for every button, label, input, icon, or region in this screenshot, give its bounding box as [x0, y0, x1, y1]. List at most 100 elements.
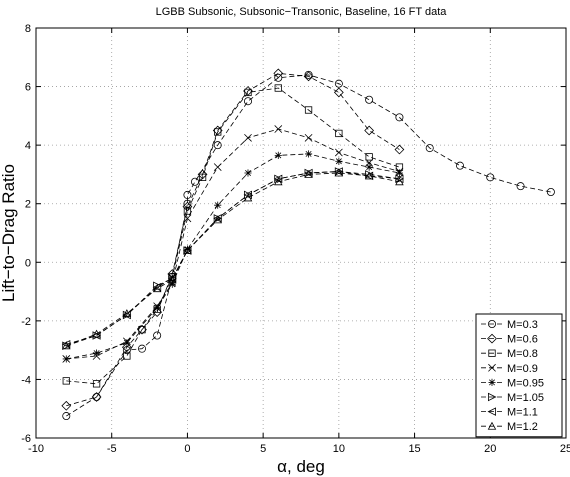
- series-M=0.3: [62, 70, 555, 421]
- data-point: [304, 133, 313, 142]
- data-point: [394, 174, 404, 184]
- legend-item: M=1.1: [481, 407, 538, 419]
- data-point: [364, 171, 374, 181]
- data-point: [244, 133, 252, 142]
- data-point: [62, 341, 71, 350]
- data-point: [334, 148, 343, 157]
- data-point: [274, 84, 282, 92]
- data-point: [92, 349, 101, 357]
- data-point: [243, 97, 252, 106]
- data-point: [168, 280, 176, 288]
- data-point: [61, 400, 72, 411]
- data-point: [455, 161, 464, 170]
- data-point: [364, 171, 374, 180]
- data-point: [153, 304, 161, 312]
- data-point: [167, 269, 178, 279]
- legend-item: M=0.6: [481, 334, 538, 346]
- series-M=1.2: [62, 168, 404, 350]
- data-point: [198, 173, 207, 181]
- data-point: [273, 174, 283, 184]
- data-point: [304, 169, 313, 178]
- series-line: [66, 172, 400, 347]
- data-point: [304, 70, 313, 79]
- data-point: [274, 125, 283, 133]
- data-point: [334, 79, 343, 88]
- data-point: [488, 363, 496, 372]
- legend-item: M=0.3: [481, 319, 538, 331]
- y-axis-label: Lift−to−Drag Ratio: [0, 164, 18, 302]
- data-point: [62, 412, 71, 421]
- series-M=1.05: [62, 167, 404, 350]
- data-point: [92, 392, 101, 401]
- data-point: [213, 163, 222, 171]
- legend-label: M=0.95: [507, 377, 544, 389]
- legend-item: M=0.9: [481, 363, 538, 375]
- data-point: [274, 177, 283, 186]
- data-point: [123, 352, 131, 360]
- data-point: [182, 201, 193, 212]
- y-tick-label: 6: [25, 82, 31, 94]
- data-point: [333, 87, 344, 98]
- data-point: [487, 392, 497, 402]
- series-M=0.9: [62, 125, 404, 363]
- data-point: [364, 125, 375, 136]
- data-point: [138, 326, 146, 334]
- data-point: [213, 141, 222, 150]
- data-point: [335, 129, 343, 138]
- x-tick-label: 10: [333, 443, 345, 455]
- data-point: [137, 344, 146, 353]
- data-point: [395, 113, 404, 122]
- data-point: [273, 68, 284, 79]
- axis-ticks: -10 -5 0 5 10 15 20 25 -6 -4 -2 0 2 4 6 8: [21, 23, 570, 455]
- legend-item: M=1.05: [481, 392, 544, 404]
- data-point: [395, 177, 404, 186]
- legend-box: [475, 313, 563, 438]
- data-point: [487, 333, 497, 344]
- data-point: [546, 187, 555, 196]
- legend-label: M=0.6: [507, 334, 538, 346]
- data-point: [214, 201, 222, 209]
- data-point: [244, 88, 252, 97]
- legend-label: M=1.05: [507, 392, 544, 404]
- x-tick-label: -5: [107, 443, 117, 455]
- data-point: [197, 169, 208, 180]
- series-line: [66, 171, 400, 347]
- data-point: [487, 421, 497, 430]
- data-point: [274, 73, 283, 82]
- data-point: [365, 153, 373, 161]
- y-tick-label: 0: [25, 257, 31, 269]
- data-point: [244, 169, 252, 177]
- legend-label: M=1.1: [507, 407, 538, 419]
- series-line: [66, 87, 400, 385]
- x-axis-label: α, deg: [277, 457, 325, 476]
- data-point: [335, 157, 343, 165]
- data-point: [168, 275, 177, 284]
- data-point: [487, 319, 496, 328]
- y-tick-label: -6: [21, 433, 31, 445]
- data-point: [91, 392, 102, 402]
- data-point: [183, 214, 192, 223]
- data-point: [516, 182, 525, 191]
- data-point: [488, 349, 496, 357]
- data-point: [304, 150, 313, 158]
- series-line: [66, 171, 400, 345]
- series-line: [66, 153, 400, 360]
- plot-series: [61, 68, 555, 421]
- data-point: [152, 284, 162, 293]
- data-point: [243, 193, 253, 202]
- legend: M=0.3 M=0.6 M=0.8 M=0.9 M=0.95 M=1.05 M=1.1 M=1…: [475, 313, 563, 438]
- data-point: [92, 329, 101, 338]
- data-point: [365, 95, 374, 104]
- data-point: [62, 355, 70, 363]
- data-point: [92, 380, 101, 388]
- data-point: [214, 128, 222, 136]
- legend-label: M=1.2: [507, 421, 538, 433]
- x-tick-label: -10: [28, 443, 44, 455]
- data-point: [183, 190, 192, 199]
- data-point: [153, 281, 162, 290]
- legend-label: M=0.9: [507, 363, 538, 375]
- legend-item: M=0.8: [481, 348, 538, 360]
- data-point: [303, 71, 314, 82]
- y-tick-label: -2: [21, 316, 31, 328]
